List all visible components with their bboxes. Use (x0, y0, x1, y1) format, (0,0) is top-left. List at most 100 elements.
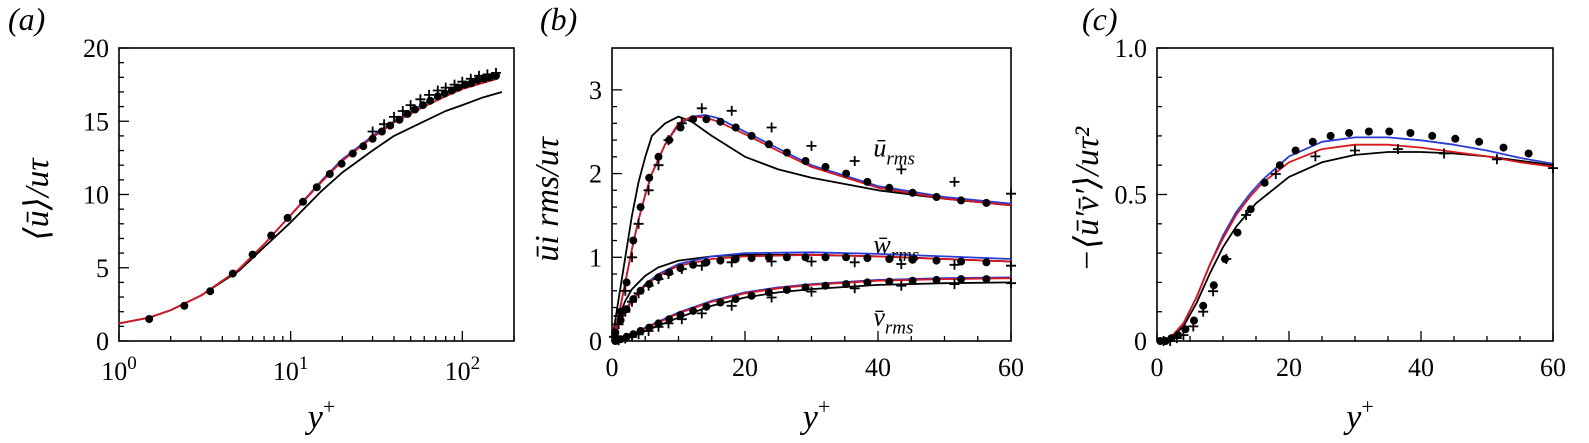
data-point-dot (863, 278, 872, 287)
data-point-dot (337, 159, 346, 168)
annotation-sub: rms (885, 318, 914, 339)
data-point-plus (766, 292, 777, 303)
data-point-dot (359, 142, 368, 151)
data-point-dot (982, 198, 991, 207)
data-point-plus (620, 285, 631, 296)
y-tick-label: 0 (589, 327, 602, 356)
data-point-dot (1326, 131, 1335, 140)
data-point-plus (1350, 145, 1360, 156)
x-tick-label: 40 (865, 353, 891, 382)
plot-frame (611, 47, 1012, 342)
data-point-plus (465, 73, 476, 84)
data-point-dot (1451, 134, 1460, 143)
data-point-dot (801, 253, 810, 262)
data-point-dot (1260, 178, 1269, 187)
data-point-dot (702, 115, 711, 124)
x-tick-exp: 1 (299, 353, 309, 374)
data-point-dot (299, 197, 307, 206)
data-point-plus (1208, 286, 1219, 297)
data-point-dot (454, 83, 463, 92)
data-point-dot (716, 298, 725, 307)
data-point-dot (325, 170, 334, 178)
data-point-dot (821, 253, 830, 262)
data-point-dot (1246, 205, 1255, 214)
x-axis-label-sup: + (323, 394, 335, 419)
data-point-dot (676, 123, 685, 132)
data-point-plus (474, 70, 484, 81)
x-axis-label-base: y (305, 399, 324, 436)
data-point-plus (1188, 321, 1199, 332)
data-point-dot (957, 196, 966, 205)
data-point-plus (440, 82, 451, 93)
data-point-dot (145, 315, 154, 323)
data-point-plus (849, 283, 860, 294)
data-point-dot (1199, 301, 1208, 310)
annotation-sub: rms (886, 149, 915, 170)
annotation-sub: rms (891, 245, 920, 266)
data-point-dot (747, 131, 756, 140)
data-point-dot (1345, 129, 1354, 137)
data-point-dot (654, 152, 663, 161)
data-point-dot (248, 250, 257, 259)
data-point-plus (1171, 333, 1182, 344)
data-point-plus (653, 321, 664, 332)
data-point-dot (863, 254, 872, 263)
series-line-red (118, 77, 498, 325)
data-point-plus (696, 308, 707, 319)
data-point-dot (908, 255, 917, 264)
data-point-dot (716, 256, 725, 265)
x-tick-label: 0 (606, 353, 619, 382)
data-point-plus (1270, 169, 1281, 179)
x-tick-base: 10 (273, 357, 299, 386)
series-line-red (1156, 143, 1554, 342)
data-point-dot (1209, 281, 1218, 290)
data-point-plus (643, 280, 654, 291)
y-tick-label: 0 (1134, 327, 1147, 356)
data-point-plus (806, 286, 817, 297)
data-point-plus (389, 111, 399, 122)
data-point-plus (1439, 148, 1450, 159)
data-point-dot (180, 301, 189, 310)
data-point-plus (1548, 163, 1558, 174)
x-tick-label: 40 (1408, 353, 1434, 382)
data-point-plus (1392, 144, 1403, 155)
data-point-plus (457, 76, 468, 87)
data-point-dot (267, 231, 276, 240)
data-point-plus (449, 79, 460, 90)
data-point-dot (622, 278, 631, 287)
data-point-dot (312, 183, 321, 192)
data-point-dot (1499, 143, 1508, 152)
data-point-plus (806, 140, 817, 151)
x-tick-label: 100 (101, 353, 137, 386)
x-tick-label: 20 (1276, 353, 1302, 382)
data-point-plus (1221, 254, 1232, 264)
y-tick-label: 20 (83, 34, 109, 63)
series-line-blue (1156, 136, 1554, 342)
data-point-dot (932, 256, 941, 265)
data-point-plus (663, 135, 674, 146)
x-tick-exp: 0 (127, 353, 137, 374)
y-tick-label: 5 (96, 254, 109, 283)
data-point-dot (689, 115, 698, 124)
x-axis-label-base: y (1343, 399, 1362, 436)
data-point-dot (982, 275, 991, 284)
data-point-dot (348, 149, 357, 158)
data-point-plus (949, 279, 960, 290)
data-point-dot (885, 255, 894, 263)
data-point-plus (766, 256, 777, 267)
data-point-plus (424, 89, 435, 100)
data-point-plus (633, 218, 644, 229)
data-point-dot (228, 269, 237, 278)
data-point-plus (1241, 210, 1252, 220)
data-point-plus (643, 326, 654, 336)
data-point-dot (645, 173, 654, 182)
data-point-dot (1308, 137, 1317, 146)
y-axis-label: ūi rms/uτ (529, 135, 566, 261)
data-point-plus (1006, 260, 1016, 271)
data-point-plus (415, 94, 426, 105)
data-point-plus (367, 126, 378, 137)
chart-panel-3: 0 0.5 1.0 0 20 40 60 y+ −⟨ū′v̄′⟩/uτ² (c) (1069, 1, 1566, 436)
data-point-plus (1006, 278, 1016, 289)
data-point-plus (896, 280, 907, 291)
